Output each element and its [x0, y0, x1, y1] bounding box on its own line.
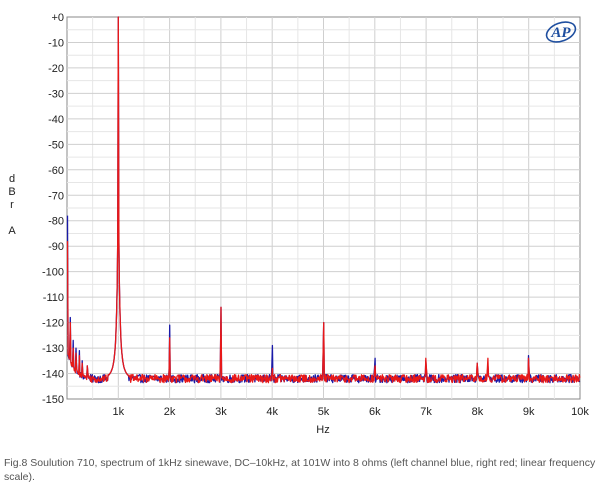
y-tick-label: -40 — [48, 114, 64, 126]
ap-logo: AP — [545, 21, 577, 43]
y-tick-label: -100 — [42, 267, 64, 279]
y-tick-label: -140 — [42, 369, 64, 381]
ap-logo-text: AP — [550, 25, 571, 41]
y-tick-label: -90 — [48, 241, 64, 253]
y-tick-label: -120 — [42, 318, 64, 330]
ap-logo-swoosh — [545, 21, 577, 43]
figure-caption: Fig.8 Soulution 710, spectrum of 1kHz si… — [4, 457, 596, 483]
x-tick-label: 5k — [318, 406, 330, 418]
y-axis-label: dBr A — [8, 173, 16, 237]
x-tick-label: 2k — [164, 406, 176, 418]
y-tick-label: -70 — [48, 190, 64, 202]
y-tick-label: -130 — [42, 343, 64, 355]
y-tick-label: -20 — [48, 63, 64, 75]
spectrum-chart: +0 -10 -20 -30 -40 -50 -60 -70 -80 -90 -100 -110 -12… — [8, 12, 589, 436]
y-label-letter: d — [9, 173, 15, 185]
y-tick-label: -150 — [42, 394, 64, 406]
y-tick-label: +0 — [51, 12, 64, 24]
x-tick-label: 4k — [266, 406, 278, 418]
x-tick-label: 8k — [472, 406, 484, 418]
y-tick-label: -30 — [48, 88, 64, 100]
x-axis-ticks: 1k 2k 3k 4k 5k 6k 7k 8k 9k 10k — [112, 406, 589, 418]
y-label-letter: B — [8, 186, 15, 198]
x-tick-label: 6k — [369, 406, 381, 418]
y-label-letter: A — [8, 225, 16, 237]
x-tick-label: 9k — [523, 406, 535, 418]
x-tick-label: 7k — [420, 406, 432, 418]
x-axis-label: Hz — [316, 424, 329, 436]
series-line-right — [66, 16, 581, 384]
y-tick-label: -80 — [48, 216, 64, 228]
y-tick-label: -10 — [48, 37, 64, 49]
y-tick-label: -110 — [43, 292, 64, 304]
x-tick-label: 10k — [571, 406, 589, 418]
y-label-letter: r — [10, 199, 14, 211]
x-tick-label: 3k — [215, 406, 227, 418]
y-tick-label: -60 — [48, 165, 64, 177]
y-tick-label: -50 — [48, 139, 64, 151]
x-tick-label: 1k — [112, 406, 124, 418]
traces — [66, 16, 581, 384]
y-axis-ticks: +0 -10 -20 -30 -40 -50 -60 -70 -80 -90 -100 -110 -12… — [42, 12, 64, 406]
